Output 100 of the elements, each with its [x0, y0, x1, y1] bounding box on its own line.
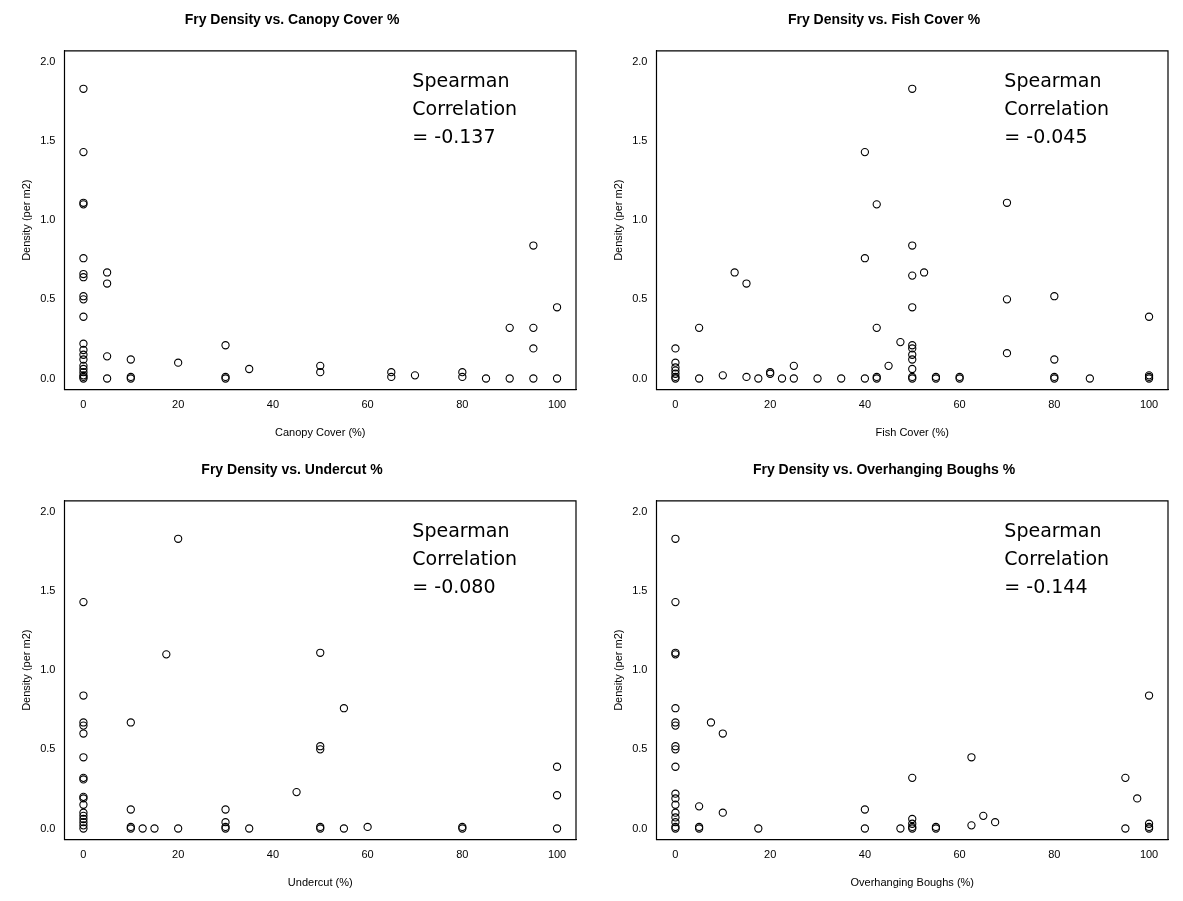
- point: [529, 344, 538, 353]
- y-tick-label: 1.5: [632, 134, 648, 147]
- point: [1002, 295, 1012, 304]
- point: [552, 824, 562, 833]
- point: [718, 808, 727, 817]
- point: [79, 312, 88, 321]
- point: [79, 364, 88, 374]
- point: [671, 358, 680, 367]
- y-tick-label: 0.0: [632, 821, 648, 834]
- point: [908, 341, 917, 350]
- point: [1144, 312, 1154, 321]
- point: [79, 721, 88, 730]
- point: [908, 303, 917, 312]
- point: [79, 821, 88, 830]
- point: [671, 742, 680, 751]
- point: [387, 372, 396, 382]
- point: [908, 814, 917, 824]
- point: [79, 84, 88, 93]
- x-tick-label: 0: [672, 848, 679, 861]
- point: [552, 374, 562, 383]
- x-tick-label: 40: [858, 848, 872, 861]
- point: [671, 808, 680, 817]
- chart-title: Fry Density vs. Undercut %: [201, 461, 384, 478]
- point: [1133, 794, 1142, 803]
- annotation: Spearman Correlation = -0.080: [412, 519, 518, 598]
- point: [79, 147, 88, 157]
- y-tick-label: 2.0: [40, 504, 56, 517]
- point: [102, 374, 112, 383]
- annotation: Spearman Correlation = -0.137: [412, 69, 518, 148]
- point: [79, 814, 88, 824]
- y-axis-title: Density (per m2): [19, 179, 32, 261]
- chart-title: Fry Density vs. Overhanging Boughs %: [752, 461, 1016, 478]
- point: [79, 753, 88, 762]
- point: [860, 824, 870, 833]
- point: [102, 268, 112, 277]
- x-tick-label: 80: [1048, 398, 1061, 411]
- point: [671, 818, 680, 827]
- point: [860, 374, 870, 383]
- point: [671, 762, 680, 771]
- point: [79, 254, 88, 263]
- point: [79, 824, 88, 833]
- x-tick-label: 100: [1139, 398, 1159, 411]
- point: [694, 802, 704, 811]
- point: [1121, 773, 1130, 783]
- point: [162, 650, 171, 659]
- point: [79, 818, 88, 827]
- point: [671, 794, 680, 803]
- point: [79, 368, 88, 377]
- point: [529, 374, 538, 383]
- point: [79, 292, 88, 301]
- point: [671, 344, 680, 353]
- point: [979, 811, 988, 820]
- point: [671, 366, 680, 375]
- y-tick-label: 0.0: [40, 371, 56, 384]
- point: [671, 789, 680, 798]
- point: [754, 374, 763, 383]
- point: [150, 824, 159, 833]
- point: [79, 597, 88, 607]
- point: [458, 372, 467, 382]
- point: [908, 84, 917, 93]
- y-tick-label: 2.0: [40, 54, 56, 67]
- x-tick-label: 60: [953, 848, 966, 861]
- point: [908, 350, 917, 359]
- x-tick-label: 20: [764, 848, 777, 861]
- point: [718, 371, 727, 380]
- x-axis-title: Canopy Cover (%): [275, 426, 366, 439]
- point: [860, 147, 870, 157]
- chart-title: Fry Density vs. Fish Cover %: [787, 11, 981, 28]
- point: [174, 534, 183, 543]
- point: [245, 364, 254, 374]
- y-tick-label: 0.5: [40, 292, 56, 305]
- y-axis-title: Density (per m2): [611, 629, 624, 711]
- point: [990, 818, 1000, 827]
- point: [126, 718, 135, 727]
- point: [126, 355, 135, 364]
- point: [694, 323, 704, 333]
- point: [458, 368, 467, 377]
- point: [671, 534, 680, 543]
- point: [529, 241, 538, 250]
- point: [967, 821, 976, 830]
- y-tick-label: 2.0: [632, 54, 648, 67]
- x-tick-label: 100: [547, 398, 567, 411]
- point: [742, 372, 751, 382]
- point: [896, 337, 905, 347]
- x-tick-label: 100: [1139, 848, 1159, 861]
- point: [872, 323, 881, 333]
- point: [671, 704, 680, 713]
- y-tick-label: 0.5: [40, 742, 56, 755]
- point: [789, 361, 798, 370]
- point: [505, 323, 514, 333]
- point: [908, 364, 917, 374]
- point: [79, 350, 88, 359]
- point: [896, 824, 905, 833]
- point: [505, 374, 514, 383]
- point: [671, 800, 680, 809]
- point: [552, 762, 562, 771]
- point: [837, 374, 846, 383]
- x-tick-label: 20: [764, 398, 777, 411]
- chart-title: Fry Density vs. Canopy Cover %: [184, 11, 400, 28]
- point: [79, 811, 88, 820]
